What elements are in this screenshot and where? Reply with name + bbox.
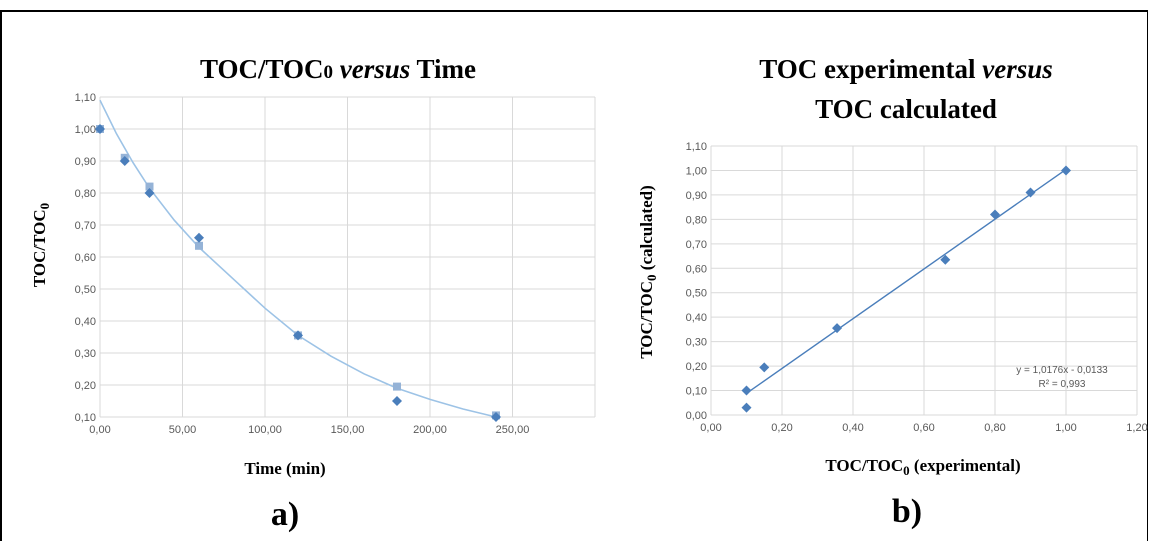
chart-b: TOC experimental versus TOC calculated 0… [637, 54, 1148, 530]
data-point-square [393, 382, 401, 391]
y-tick-label: 0,10 [686, 386, 707, 398]
figure-frame [0, 10, 1148, 541]
fit-curve [99, 99, 497, 418]
x-tick-label: 200,00 [413, 424, 447, 436]
y-tick-label: 1,10 [686, 141, 707, 153]
chart-a-title: TOC/TOC0 versus Time [200, 54, 476, 84]
data-point-diamond [119, 156, 130, 166]
y-tick-label: 0,70 [686, 239, 707, 251]
y-tick-label: 0,20 [75, 380, 96, 392]
x-tick-label: 0,20 [771, 422, 792, 434]
data-point-diamond [95, 124, 105, 134]
data-point-diamond [144, 188, 155, 198]
chart-b-plot: 0,00 0,10 0,20 0,30 0,40 0,50 0,60 0,70 0,80 0,90… [686, 141, 1148, 434]
x-tick-label: 50,00 [169, 424, 197, 436]
y-tick-label: 0,40 [686, 312, 707, 324]
y-tick-label: 0,70 [75, 220, 96, 232]
data-point-square [195, 241, 203, 250]
data-point-diamond [940, 254, 951, 265]
data-point-diamond [491, 412, 501, 422]
data-point-diamond [832, 323, 843, 334]
data-point-diamond [741, 402, 752, 413]
chart-b-title-line2: TOC calculated [815, 94, 997, 124]
x-tick-label: 0,00 [700, 422, 721, 434]
data-point-diamond [1025, 187, 1036, 198]
chart-b-panel-letter: b) [892, 493, 922, 530]
y-tick-label: 0,20 [686, 361, 707, 373]
chart-a-y-axis-title: TOC/TOC0 [30, 203, 52, 287]
y-tick-label: 0,60 [686, 263, 707, 275]
chart-b-y-axis-title: TOC/TOC0 (calculated) [637, 185, 659, 359]
chart-b-x-axis-title: TOC/TOC0 (experimental) [825, 456, 1020, 478]
trendline-equation: y = 1,0176x - 0,0133 [1016, 365, 1108, 376]
y-tick-label: 0,90 [75, 156, 96, 168]
data-point-diamond [759, 362, 770, 373]
chart-a-panel-letter: a) [271, 496, 299, 533]
data-point-square [145, 182, 154, 191]
data-point-diamond [741, 385, 752, 396]
y-tick-label: 0,30 [686, 337, 707, 349]
x-tick-label: 0,40 [842, 422, 863, 434]
y-tick-label: 1,00 [75, 124, 96, 136]
y-tick-label: 1,00 [686, 165, 707, 177]
x-tick-label: 150,00 [331, 424, 365, 436]
chart-a-plot: 0,10 0,20 0,30 0,40 0,50 0,60 0,70 0,80 0,90 1,00… [75, 92, 596, 436]
data-point-diamond [1061, 165, 1071, 176]
data-point-diamond [194, 232, 204, 243]
data-point-diamond [392, 396, 402, 406]
x-tick-label: 250,00 [496, 424, 530, 436]
y-tick-label: 0,00 [686, 410, 707, 422]
y-tick-label: 0,80 [686, 214, 707, 226]
y-tick-label: 0,60 [75, 252, 96, 264]
x-tick-label: 1,00 [1055, 422, 1076, 434]
y-tick-label: 0,40 [75, 316, 96, 328]
trendline [746, 168, 1067, 394]
y-tick-label: 0,90 [686, 190, 707, 202]
data-point-diamond [293, 330, 303, 341]
y-tick-label: 0,50 [686, 288, 707, 300]
x-tick-label: 0,60 [913, 422, 934, 434]
chart-a: TOC/TOC0 versus Time 0,10 0,20 0,30 0,40 0,5… [30, 54, 596, 533]
chart-a-x-axis-title: Time (min) [244, 459, 325, 478]
trendline-r-squared: R² = 0,993 [1039, 379, 1086, 390]
y-tick-label: 0,10 [75, 412, 96, 424]
data-point-diamond [990, 209, 1000, 220]
chart-b-title-line1: TOC experimental versus [759, 54, 1053, 84]
x-tick-label: 100,00 [248, 424, 282, 436]
y-tick-label: 0,80 [75, 188, 96, 200]
x-tick-label: 0,80 [984, 422, 1005, 434]
x-tick-label: 0,00 [89, 424, 110, 436]
y-tick-label: 0,30 [75, 348, 96, 360]
y-tick-label: 0,50 [75, 284, 96, 296]
y-tick-label: 1,10 [75, 92, 96, 104]
x-tick-label: 1,20 [1126, 422, 1147, 434]
